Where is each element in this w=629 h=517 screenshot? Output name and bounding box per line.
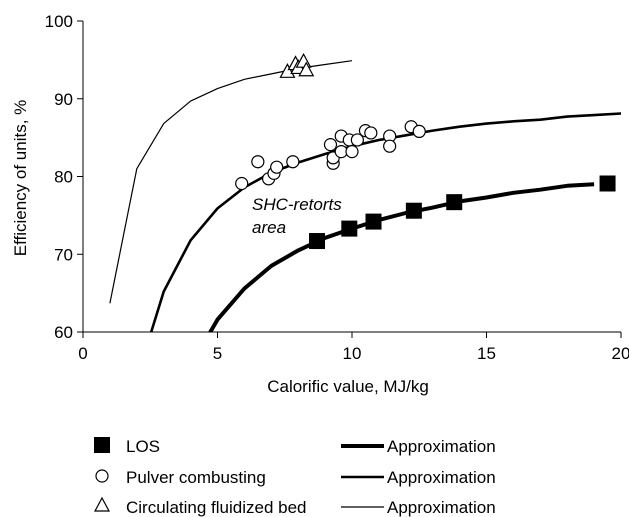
legend-circle-icon (95, 469, 109, 483)
pulver-point (383, 139, 397, 153)
cfb-point (279, 63, 296, 78)
x-tick-label: 5 (213, 344, 222, 363)
approximation-line-thin (109, 60, 353, 304)
legend-label: LOS (126, 437, 160, 456)
los-point (341, 220, 358, 237)
x-tick-label: 0 (78, 344, 87, 363)
legend-line-label: Approximation (387, 437, 496, 456)
approximation-lines (109, 60, 621, 332)
los-point (365, 213, 382, 230)
los-point (405, 202, 422, 219)
pulver-point (251, 155, 265, 169)
pulver-point (323, 138, 338, 152)
x-tick-label: 15 (477, 344, 496, 363)
los-point (599, 175, 616, 192)
x-tick-label: 20 (612, 344, 629, 363)
pulver-point (350, 133, 364, 147)
annotation-line-2: area (252, 218, 286, 237)
legend-square-icon (94, 437, 110, 453)
legend-line-label: Approximation (387, 468, 496, 487)
y-tick-label: 100 (45, 12, 73, 31)
pulver-point (345, 145, 359, 159)
cfb-point (298, 61, 315, 77)
y-tick-label: 80 (54, 168, 73, 187)
y-tick-label: 90 (54, 90, 73, 109)
los-point (309, 233, 326, 250)
axes: 0 5 10 15 20 60 70 80 90 100 (45, 12, 629, 363)
approximation-line-medium (149, 112, 621, 332)
pulver-point (412, 124, 426, 139)
x-tick-label: 10 (343, 344, 362, 363)
data-points (235, 52, 616, 250)
legend-triangle-icon (93, 496, 111, 512)
y-axis-title: Efficiency of units, % (11, 100, 30, 257)
approximation-line-thick (207, 182, 595, 332)
annotation-line-1: SHC-retorts (252, 195, 342, 214)
pulver-point (286, 155, 300, 169)
pulver-point (270, 160, 284, 174)
legend: LOS Approximation Pulver combusting Approxi… (93, 437, 496, 517)
y-tick-label: 60 (54, 323, 73, 342)
legend-line-label: Approximation (387, 498, 496, 517)
y-tick-label: 70 (54, 245, 73, 264)
pulver-point (235, 176, 249, 191)
legend-label: Pulver combusting (126, 468, 266, 487)
x-axis-title: Calorific value, MJ/kg (267, 377, 429, 396)
legend-label: Circulating fluidized bed (126, 498, 307, 517)
los-point (446, 194, 463, 211)
pulver-point (364, 126, 378, 140)
